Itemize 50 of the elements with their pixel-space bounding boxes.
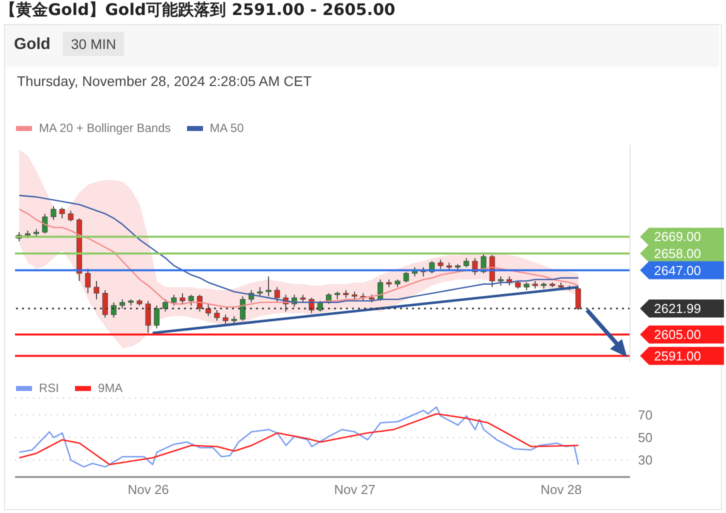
legend-label: MA 20 + Bollinger Bands [39, 121, 171, 135]
y-tick-label: 30 [638, 452, 652, 468]
candlestick [214, 310, 220, 322]
candlestick [42, 213, 48, 234]
chart-subtitle: Thursday, November 28, 2024 2:28:05 AM CET [17, 73, 312, 89]
y-tick-label: 2669.00 [654, 229, 701, 244]
candlestick [162, 298, 168, 312]
chart-title: 【黄金Gold】Gold可能跌落到 2591.00 - 2605.00 [0, 0, 396, 20]
candlestick [180, 292, 186, 304]
x-tick-label: Nov 28 [540, 482, 582, 498]
candlestick [188, 294, 194, 306]
text: Gold [14, 36, 50, 54]
candlestick [68, 210, 74, 222]
candlestick [403, 271, 409, 284]
candlestick [59, 207, 65, 219]
candlestick [85, 268, 91, 294]
candlestick [50, 206, 56, 220]
y-tick-label: 2658.00 [654, 246, 701, 261]
legend-label: RSI [39, 381, 60, 395]
line-series [18, 413, 580, 466]
candlestick [257, 286, 263, 297]
y-tick-label: 2621.99 [654, 301, 701, 316]
legend-label: 9MA [98, 381, 123, 395]
y-tick-label: 2647.00 [654, 262, 701, 278]
legend-label: MA 50 [210, 121, 244, 135]
candlestick [196, 294, 202, 312]
candlestick [154, 304, 160, 329]
candlestick [498, 276, 504, 286]
candlestick [145, 300, 151, 334]
candlestick [464, 258, 470, 268]
text: 30 MIN [63, 32, 124, 56]
candlestick [222, 314, 228, 324]
candlestick [438, 259, 444, 270]
x-tick-label: Nov 26 [128, 482, 169, 498]
candlestick [575, 286, 581, 311]
candlestick [240, 296, 246, 322]
x-tick-label: Nov 27 [334, 482, 376, 498]
y-tick-label: 2605.00 [654, 326, 701, 342]
candlestick [120, 298, 126, 310]
candlestick [171, 294, 177, 306]
y-tick-label: 2591.00 [654, 348, 701, 364]
candlestick [94, 280, 100, 300]
candlestick [274, 286, 280, 303]
candlestick [110, 302, 116, 318]
candlestick [266, 276, 272, 297]
y-tick-label: 50 [638, 430, 652, 446]
candlestick [102, 290, 108, 318]
y-tick-label: 70 [638, 408, 652, 423]
candlestick [206, 303, 212, 317]
line-series [18, 406, 580, 468]
